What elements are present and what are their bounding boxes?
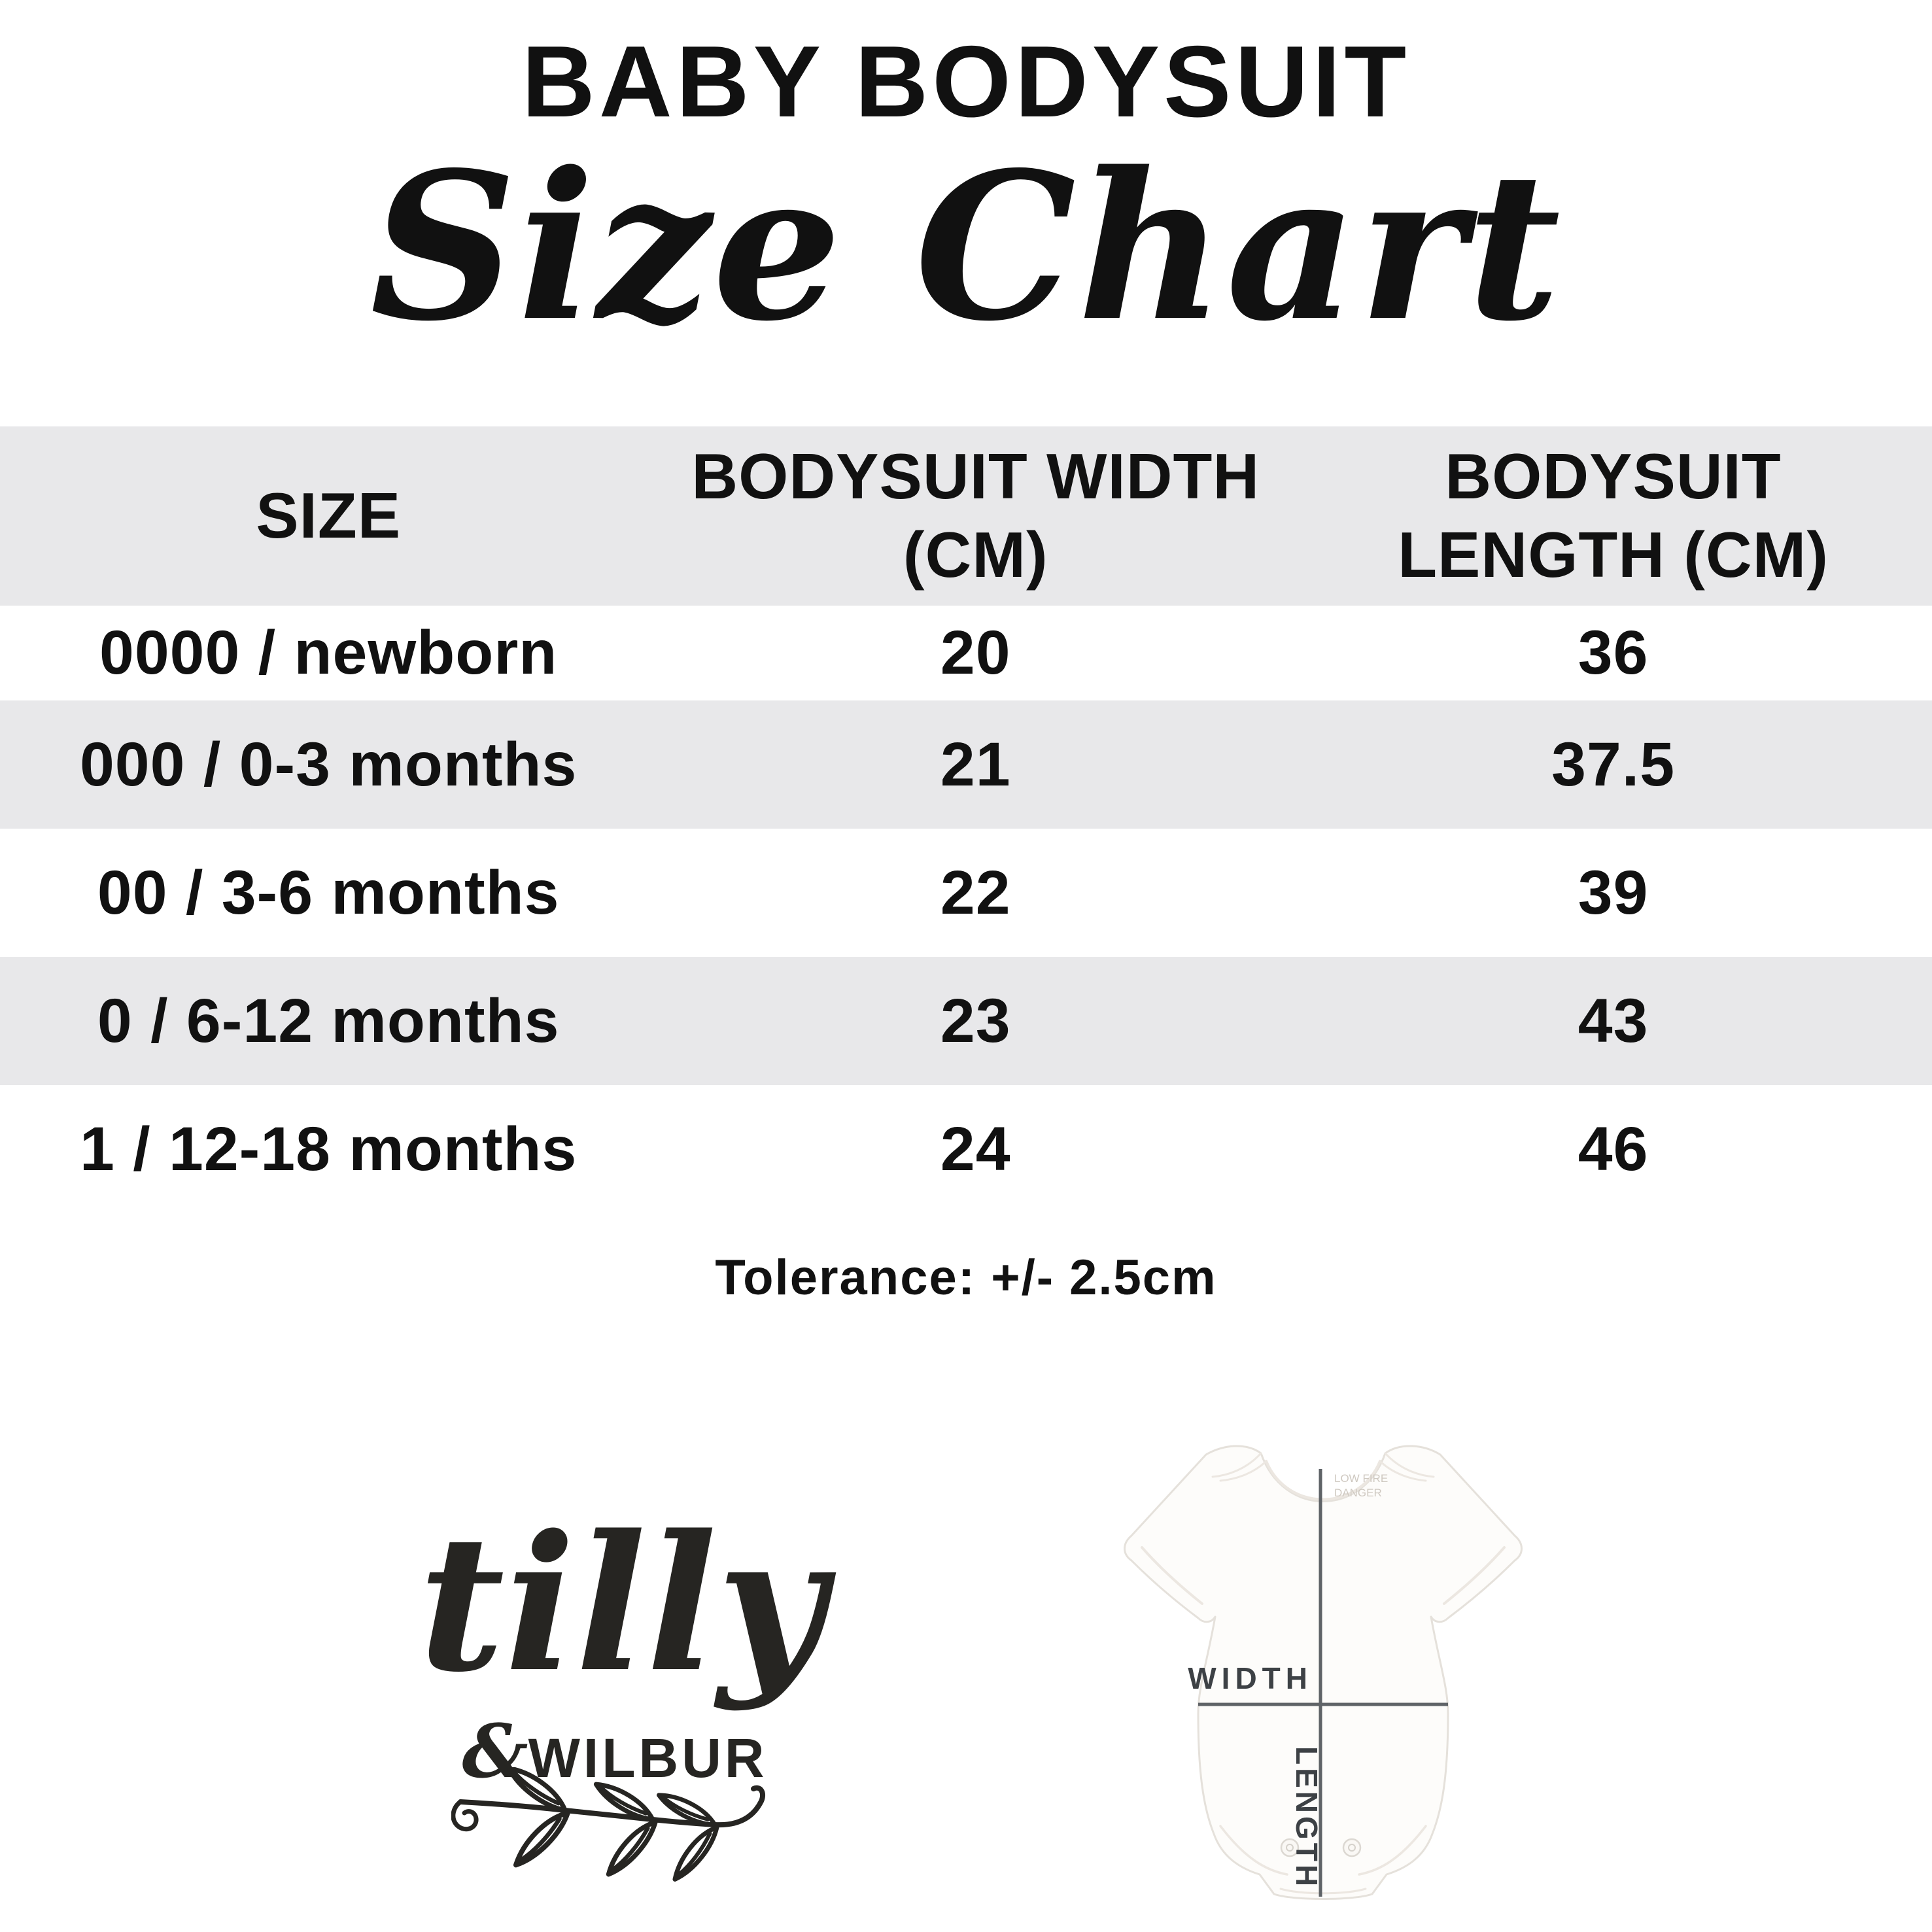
table-row: 0000 / newborn 20 36 [0,606,1932,700]
table-cell: 00 / 3-6 months [97,857,560,927]
brand-logo: tilly &WILBUR [419,1494,826,1897]
table-cell: 39 [1578,857,1649,927]
table-cell: 0 / 6-12 months [97,986,560,1056]
table-cell: 0000 / newborn [99,618,558,687]
bodysuit-silhouette [1124,1445,1523,1900]
brand-name-caps-text: WILBUR [528,1727,768,1789]
table-cell: 24 [940,1114,1011,1184]
neck-label-line2: DANGER [1334,1487,1382,1499]
length-label: LENGTH [1290,1746,1324,1889]
table-cell: 37.5 [1551,729,1676,799]
table-cell: 46 [1578,1114,1649,1184]
table-cell: 43 [1578,986,1649,1056]
neck-care-label: LOW FIRE DANGER [1334,1472,1388,1499]
snap-buttons [1280,1838,1362,1857]
table-cell: 23 [940,986,1011,1056]
width-label: WIDTH [1188,1661,1313,1695]
page-subtitle: Size Chart [370,128,1562,366]
size-table-body: 0000 / newborn 20 36 000 / 0-3 months 21 37.5… [0,606,1932,1213]
col-header-size: SIZE [256,479,402,552]
table-cell: 21 [940,729,1011,799]
table-row: 00 / 3-6 months 22 39 [0,829,1932,957]
laurel-branch-icon [451,1767,766,1888]
table-header-row: SIZE BODYSUIT WIDTH (CM) BODYSUIT LENGTH… [0,426,1932,606]
table-row: 000 / 0-3 months 21 37.5 [0,700,1932,829]
tolerance-note: Tolerance: +/- 2.5cm [715,1250,1217,1305]
size-table: SIZE BODYSUIT WIDTH (CM) BODYSUIT LENGTH… [0,426,1932,1213]
page-title: BABY BODYSUIT [521,25,1411,138]
col-header-length: BODYSUIT LENGTH (CM) [1398,440,1829,591]
table-row: 1 / 12-18 months 24 46 [0,1085,1932,1213]
bodysuit-diagram: LOW FIRE DANGER WIDTH LENGTH [1124,1445,1523,1900]
brand-name-caps: &WILBUR [419,1709,811,1795]
table-cell: 000 / 0-3 months [79,729,578,799]
table-cell: 1 / 12-18 months [79,1114,578,1184]
table-cell: 20 [940,618,1011,687]
brand-name-script: tilly [419,1494,826,1714]
table-row: 0 / 6-12 months 23 43 [0,957,1932,1085]
table-cell: 36 [1578,618,1649,687]
neck-label-line1: LOW FIRE [1334,1472,1388,1485]
table-cell: 22 [940,857,1011,927]
col-header-width: BODYSUIT WIDTH (CM) [691,440,1260,591]
